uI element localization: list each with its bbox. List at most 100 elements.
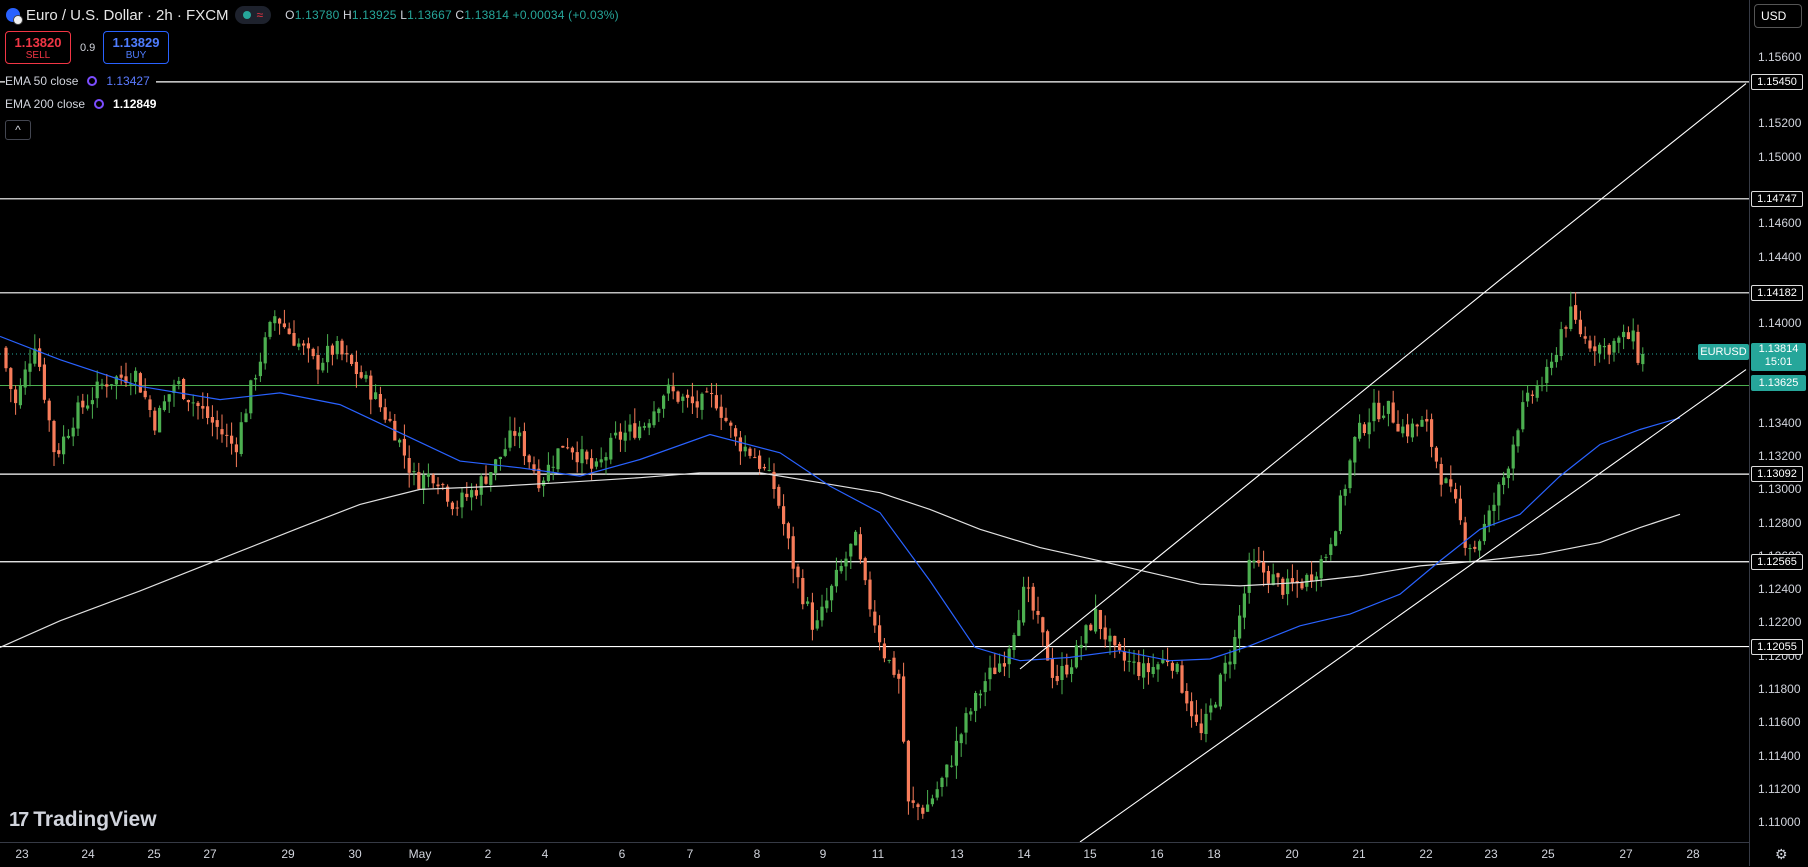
candle-body [993, 667, 997, 674]
buy-button[interactable]: 1.13829 BUY [103, 31, 169, 64]
candle-body [983, 681, 987, 693]
candle-body [561, 445, 565, 448]
ema200-legend[interactable]: EMA 200 close 1.12849 [5, 97, 163, 111]
candle-body [863, 558, 867, 581]
price-chart[interactable] [0, 0, 1749, 842]
candle-body [729, 422, 733, 426]
candle-body [1142, 663, 1146, 678]
candle-body [647, 423, 651, 428]
time-tick-label: 25 [147, 847, 161, 861]
candle-body [1122, 651, 1126, 661]
candle-body [590, 458, 594, 469]
price-axis[interactable] [1749, 0, 1808, 866]
candle-body [292, 333, 296, 346]
bar-countdown: 15:01 [1764, 356, 1793, 368]
candle-body [575, 452, 579, 463]
level-price-label: 1.13092 [1751, 466, 1803, 483]
candle-body [1098, 610, 1102, 629]
candle-body [887, 660, 891, 661]
candle-body [1305, 574, 1309, 587]
open-value: 1.13780 [294, 8, 340, 22]
candle-body [1506, 468, 1510, 479]
candle-body [1482, 523, 1486, 542]
gear-icon[interactable]: ⚙ [1775, 846, 1788, 862]
candle-body [556, 448, 560, 470]
candle-body [546, 464, 550, 482]
candle-body [1530, 394, 1534, 396]
candle-body [1382, 415, 1386, 418]
sell-button[interactable]: 1.13820 SELL [5, 31, 71, 64]
sell-price: 1.13820 [14, 35, 62, 50]
ema50-legend[interactable]: EMA 50 close 1.13427 [5, 74, 156, 88]
candle-body [340, 340, 344, 355]
time-tick-label: 22 [1419, 847, 1433, 861]
candle-body [1478, 541, 1482, 551]
candle-body [273, 316, 277, 324]
candle-body [306, 343, 310, 349]
candle-body [1113, 635, 1117, 646]
channel-upper-line [1019, 83, 1747, 670]
candle-body [786, 523, 790, 539]
candle-body [532, 464, 536, 472]
time-tick-label: 14 [1017, 847, 1031, 861]
candle-body [734, 428, 738, 437]
candle-body [1132, 661, 1136, 663]
candle-body [1545, 366, 1549, 383]
market-open-dot-icon [242, 11, 251, 19]
candle-body [618, 431, 622, 440]
candle-body [1022, 586, 1026, 623]
candle-body [129, 383, 133, 385]
candle-body [1516, 430, 1520, 447]
time-axis[interactable] [0, 842, 1749, 867]
candle-body [1334, 531, 1338, 546]
candle-body [1271, 574, 1275, 586]
candle-body [1598, 344, 1602, 354]
candle-body [614, 432, 618, 436]
tradingview-logo[interactable]: 17 TradingView [9, 808, 157, 832]
symbol-title[interactable]: Euro / U.S. Dollar · 2h · FXCM [26, 6, 229, 24]
price-tick-label: 1.13200 [1758, 449, 1802, 464]
level-price-label: 1.14747 [1751, 190, 1803, 207]
candle-body [882, 643, 886, 659]
candle-body [1007, 648, 1011, 665]
currency-selector[interactable]: USD [1754, 4, 1802, 28]
price-tick-label: 1.12800 [1758, 515, 1802, 530]
ohlc-values: O1.13780 H1.13925 L1.13667 C1.13814 +0.0… [285, 8, 619, 22]
candle-body [62, 436, 66, 455]
candle-body [1137, 662, 1141, 676]
time-tick-label: 7 [686, 847, 694, 861]
candle-body [244, 413, 248, 423]
candle-body [782, 506, 786, 525]
candle-body [167, 394, 171, 402]
candle-body [311, 348, 315, 357]
candle-body [537, 468, 541, 489]
candle-body [460, 492, 464, 508]
candle-body [724, 417, 728, 421]
candle-body [1065, 664, 1069, 675]
candle-body [1286, 578, 1290, 595]
market-status-pill[interactable]: ≈ [234, 6, 272, 24]
candle-body [513, 431, 517, 436]
candle-body [1103, 627, 1107, 640]
candle-body [446, 486, 450, 502]
candle-body [398, 439, 402, 443]
candle-body [38, 348, 42, 367]
candle-body [287, 328, 291, 335]
candle-body [604, 457, 608, 461]
candle-body [350, 354, 354, 364]
candle-body [177, 380, 181, 384]
candle-body [1362, 424, 1366, 433]
candle-body [686, 394, 690, 398]
candle-body [66, 435, 70, 438]
candle-body [1180, 665, 1184, 693]
candle-body [1401, 426, 1405, 434]
candle-body [95, 381, 99, 399]
candle-body [950, 765, 954, 767]
candle-body [186, 400, 190, 403]
time-tick-label: 2 [484, 847, 492, 861]
time-tick-label: 9 [819, 847, 827, 861]
candle-body [426, 473, 430, 477]
candle-body [1487, 510, 1491, 526]
collapse-legend-button[interactable]: ^ [5, 120, 31, 140]
candle-body [916, 804, 920, 807]
